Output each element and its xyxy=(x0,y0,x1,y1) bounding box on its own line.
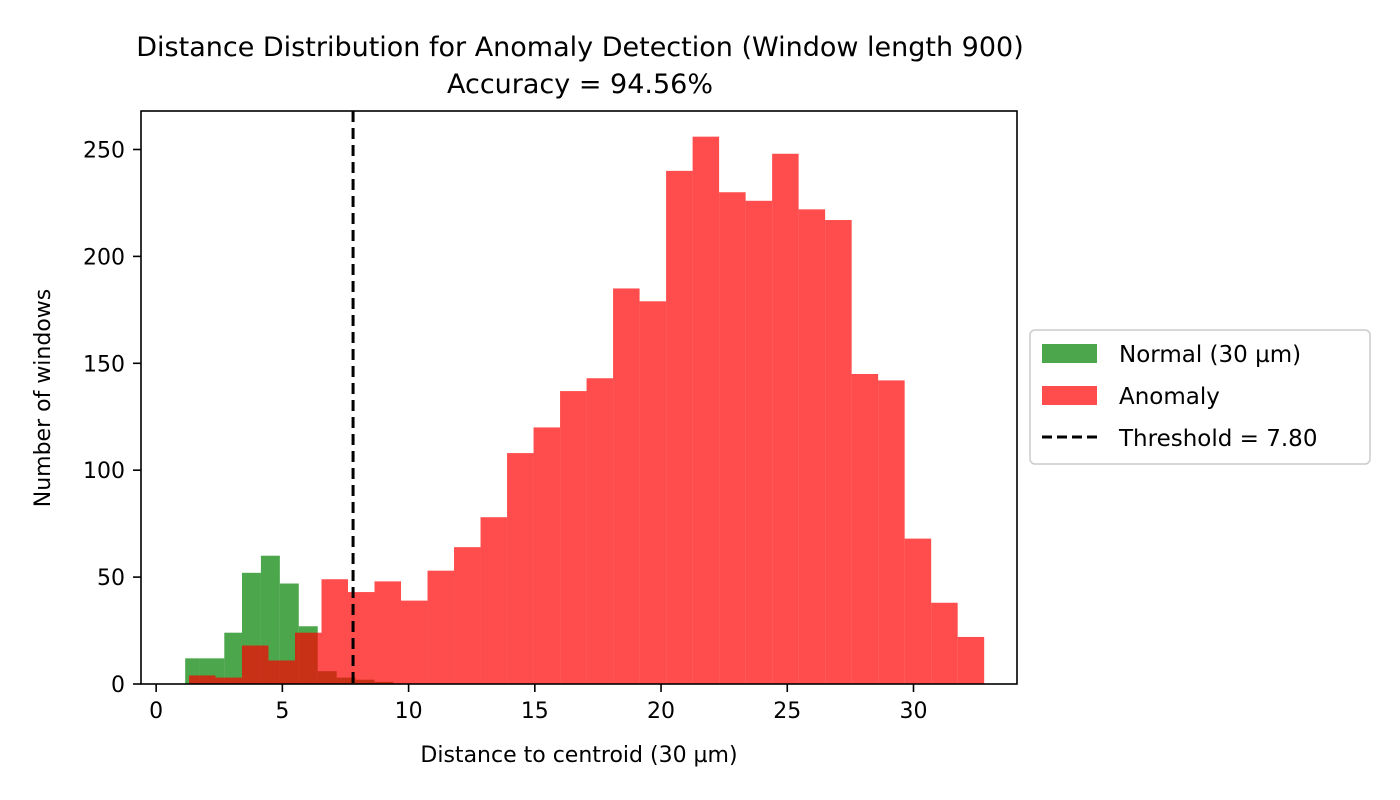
x-axis-label: Distance to centroid (30 µm) xyxy=(420,743,737,768)
legend: Normal (30 µm) Anomaly Threshold = 7.80 xyxy=(1029,329,1371,465)
x-tick-label-5: 5 xyxy=(275,699,289,724)
anomaly-bar-0 xyxy=(188,675,216,684)
legend-swatch-normal xyxy=(1042,344,1097,363)
y-tick-label-200: 200 xyxy=(83,245,125,270)
anomaly-bar-21 xyxy=(745,200,773,684)
y-tick-label-50: 50 xyxy=(97,566,125,591)
legend-label-anomaly: Anomaly xyxy=(1119,384,1220,410)
anomaly-bar-1 xyxy=(215,677,242,684)
anomaly-bar-14 xyxy=(560,391,587,684)
x-tick-label-30: 30 xyxy=(899,699,927,724)
anomaly-bar-19 xyxy=(692,136,720,684)
normal-bar-2 xyxy=(224,632,242,684)
plot-frame xyxy=(140,110,1018,685)
x-tick-label-0: 0 xyxy=(149,699,163,724)
anomaly-bar-25 xyxy=(851,373,879,684)
anomaly-bar-8 xyxy=(401,600,428,684)
legend-label-normal: Normal (30 µm) xyxy=(1119,342,1301,368)
chart-title: Distance Distribution for Anomaly Detect… xyxy=(136,32,1024,63)
anomaly-bar-28 xyxy=(931,602,958,684)
y-axis-label: Number of windows xyxy=(31,289,56,508)
anomaly-bar-27 xyxy=(904,538,932,684)
anomaly-bar-26 xyxy=(878,380,905,684)
anomaly-bar-18 xyxy=(666,170,693,685)
anomaly-bar-3 xyxy=(268,660,295,684)
anomaly-bar-9 xyxy=(427,570,455,684)
anomaly-bar-10 xyxy=(454,547,481,684)
anomaly-bars xyxy=(188,136,985,685)
x-axis-ticks: 0 5 10 15 20 25 30 xyxy=(149,684,927,724)
anomaly-bar-4 xyxy=(294,632,322,684)
x-tick-label-10: 10 xyxy=(395,699,423,724)
anomaly-bar-13 xyxy=(533,427,561,684)
anomaly-bar-7 xyxy=(374,581,402,684)
anomaly-bar-2 xyxy=(241,645,269,684)
anomaly-bar-16 xyxy=(613,288,640,684)
legend-box xyxy=(1029,329,1371,465)
x-tick-label-25: 25 xyxy=(773,699,801,724)
anomaly-bar-20 xyxy=(719,192,746,684)
anomaly-bar-17 xyxy=(639,301,667,684)
y-axis-ticks: 0 50 100 150 200 250 xyxy=(83,138,141,698)
y-tick-label-0: 0 xyxy=(111,673,125,698)
anomaly-bar-15 xyxy=(586,378,614,684)
normal-bar-5 xyxy=(279,583,299,684)
x-tick-label-15: 15 xyxy=(521,699,549,724)
y-tick-label-250: 250 xyxy=(83,138,125,163)
anomaly-bar-22 xyxy=(772,153,799,684)
anomaly-bar-5 xyxy=(321,579,349,684)
chart-subtitle: Accuracy = 94.56% xyxy=(447,69,713,100)
legend-swatch-anomaly xyxy=(1042,386,1097,405)
anomaly-bar-24 xyxy=(825,220,852,684)
anomaly-bar-23 xyxy=(798,209,826,684)
x-tick-label-20: 20 xyxy=(647,699,675,724)
anomaly-bar-29 xyxy=(957,636,985,684)
anomaly-bar-12 xyxy=(507,453,534,684)
y-tick-label-100: 100 xyxy=(83,459,125,484)
anomaly-bar-11 xyxy=(480,517,508,684)
legend-label-threshold: Threshold = 7.80 xyxy=(1118,426,1317,452)
y-tick-label-150: 150 xyxy=(83,352,125,377)
